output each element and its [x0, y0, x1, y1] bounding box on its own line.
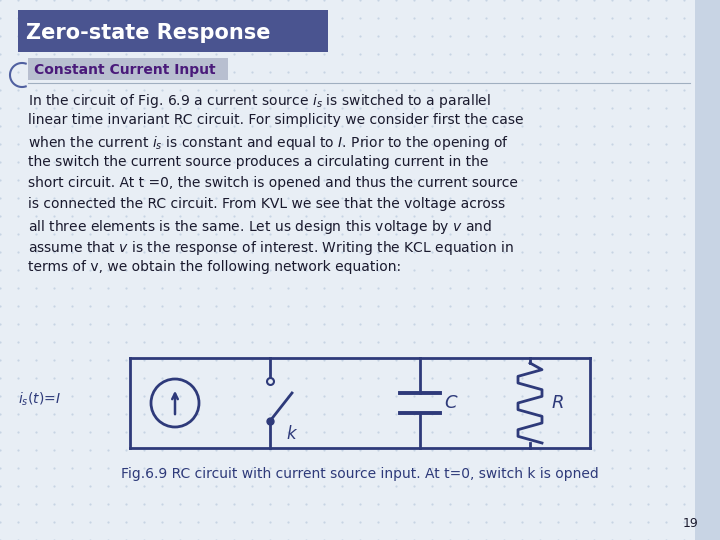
Text: is connected the RC circuit. From KVL we see that the voltage across: is connected the RC circuit. From KVL we…	[28, 197, 505, 211]
Bar	[695, 0, 720, 540]
Text: $i_s(t)$=I: $i_s(t)$=I	[18, 390, 61, 408]
Bar	[28, 58, 228, 80]
Text: linear time invariant RC circuit. For simplicity we consider first the case: linear time invariant RC circuit. For si…	[28, 113, 523, 127]
Text: Zero-state Response: Zero-state Response	[26, 23, 271, 43]
Text: the switch the current source produces a circulating current in the: the switch the current source produces a…	[28, 155, 488, 169]
Bar	[18, 10, 328, 52]
Text: short circuit. At t =0, the switch is opened and thus the current source: short circuit. At t =0, the switch is op…	[28, 176, 518, 190]
Text: C: C	[444, 394, 456, 412]
Text: 19: 19	[683, 517, 698, 530]
Text: In the circuit of Fig. 6.9 a current source $i_s$ is switched to a parallel: In the circuit of Fig. 6.9 a current sou…	[28, 92, 491, 110]
Text: Constant Current Input: Constant Current Input	[34, 63, 215, 77]
Text: when the current $i_s$ is constant and equal to $I$. Prior to the opening of: when the current $i_s$ is constant and e…	[28, 134, 509, 152]
Text: k: k	[286, 425, 296, 443]
Text: Fig.6.9 RC circuit with current source input. At t=0, switch k is opned: Fig.6.9 RC circuit with current source i…	[121, 467, 599, 481]
Text: all three elements is the same. Let us design this voltage by $v$ and: all three elements is the same. Let us d…	[28, 218, 492, 236]
Text: R: R	[552, 394, 564, 412]
Text: assume that $v$ is the response of interest. Writing the KCL equation in: assume that $v$ is the response of inter…	[28, 239, 514, 257]
Text: terms of v, we obtain the following network equation:: terms of v, we obtain the following netw…	[28, 260, 401, 274]
